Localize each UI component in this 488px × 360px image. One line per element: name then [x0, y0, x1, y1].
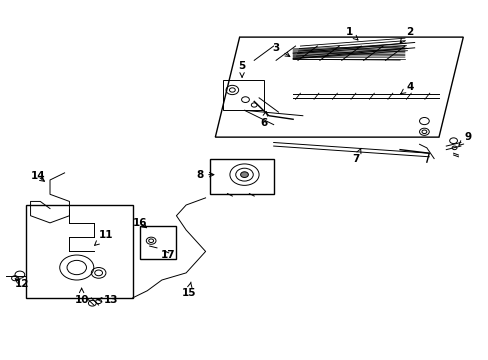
- Text: 11: 11: [94, 230, 113, 246]
- Bar: [222, 80, 264, 111]
- Text: 3: 3: [272, 43, 289, 57]
- Text: 12: 12: [15, 279, 29, 289]
- Text: 16: 16: [132, 218, 147, 228]
- Text: 5: 5: [238, 61, 245, 77]
- Text: 10: 10: [74, 288, 89, 305]
- Bar: [140, 226, 176, 258]
- Text: 6: 6: [260, 111, 267, 128]
- Bar: [26, 205, 132, 298]
- Text: 14: 14: [30, 171, 45, 181]
- Text: 9: 9: [458, 132, 471, 145]
- Circle shape: [229, 88, 235, 92]
- Text: 2: 2: [399, 27, 412, 43]
- Text: 17: 17: [160, 250, 175, 260]
- Circle shape: [240, 172, 248, 177]
- Text: 7: 7: [352, 148, 360, 163]
- Text: 13: 13: [97, 295, 118, 305]
- Text: 4: 4: [400, 82, 413, 94]
- Bar: [210, 158, 273, 194]
- Text: 1: 1: [345, 27, 357, 40]
- Text: 8: 8: [196, 170, 213, 180]
- Text: 15: 15: [181, 282, 195, 297]
